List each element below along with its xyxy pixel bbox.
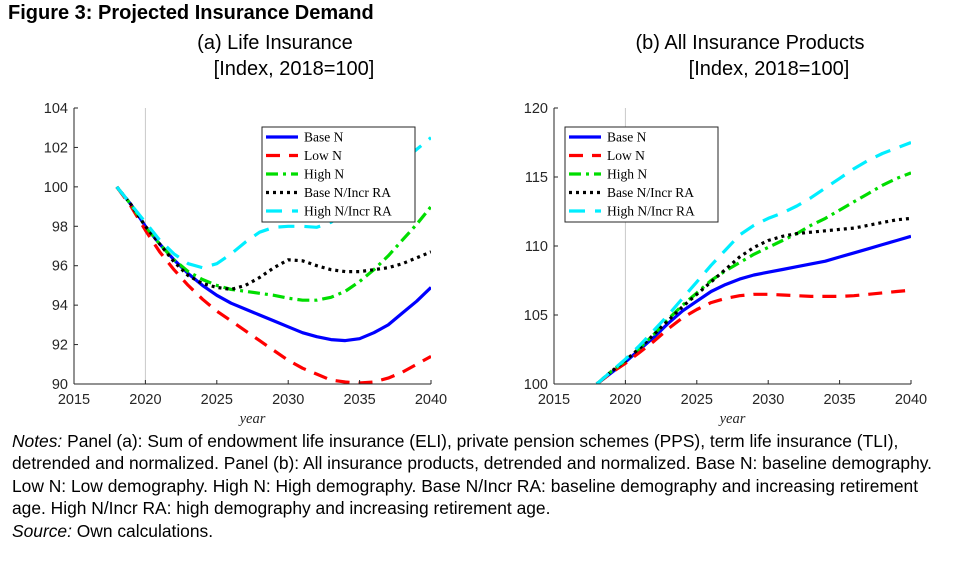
panel-a-legend-label-3: Base N/Incr RA <box>304 185 391 200</box>
panel-b-legend-label-3: Base N/Incr RA <box>607 185 694 200</box>
panel-a-x-tick-label: 2025 <box>201 392 233 408</box>
panel-b-series-line-2 <box>595 171 911 384</box>
panel-b-series-line-4 <box>595 141 911 384</box>
panel-b-y-tick-label: 115 <box>525 170 548 186</box>
panel-a-y-tick-label: 92 <box>52 338 68 354</box>
panel-a-y-tick-label: 94 <box>52 298 68 314</box>
panel-a-legend-label-1: Low N <box>304 148 342 163</box>
panel-b-legend-label-0: Base N <box>607 130 647 145</box>
panel-a-x-axis-label: year <box>238 411 266 427</box>
source-label: Source: <box>12 520 72 541</box>
panel-b-subtitle: (b) All Insurance Products [Index, 2018=… <box>570 30 930 82</box>
panel-a-y-tick-label: 104 <box>44 101 68 117</box>
panel-b-y-tick-label: 120 <box>524 101 548 117</box>
panel-b-y-tick-label: 100 <box>524 377 548 393</box>
panel-b-title: (b) All Insurance Products <box>635 32 865 54</box>
panel-a-x-tick-label: 2030 <box>272 392 304 408</box>
panel-b-y-tick-label: 110 <box>525 239 548 255</box>
panel-a-x-tick-label: 2020 <box>129 392 161 408</box>
panel-a-legend-label-0: Base N <box>304 130 344 145</box>
panel-a-y-tick-label: 90 <box>52 377 68 393</box>
panel-b-unit: [Index, 2018=100] <box>688 58 850 80</box>
panel-b-x-tick-label: 2040 <box>895 392 927 408</box>
charts-canvas: 2015 2020 2025 2030 2035 2040 90 92 94 96 98 100 102… <box>44 101 927 427</box>
notes-label: Notes: <box>12 431 63 451</box>
panel-a-legend-label-4: High N/Incr RA <box>304 204 392 219</box>
panel-a-title: (a) Life Insurance <box>197 32 353 54</box>
figure-title: Figure 3: Projected Insurance Demand <box>8 2 374 24</box>
panel-b-series-line-0 <box>595 234 911 384</box>
source-text: Own calculations. <box>71 520 214 541</box>
panel-a-y-tick-label: 102 <box>44 140 68 156</box>
panel-b-legend-label-2: High N <box>607 167 647 182</box>
panel-a-unit: [Index, 2018=100] <box>213 58 375 80</box>
panel-b-x-tick-label: 2030 <box>752 392 784 408</box>
panel-b-legend-label-4: High N/Incr RA <box>607 204 695 219</box>
panel-b-x-axis-label: year <box>718 411 746 427</box>
panel-a-y-tick-label: 96 <box>52 259 68 275</box>
panel-a-legend <box>261 126 416 223</box>
panel-b-series-line-1 <box>595 288 911 384</box>
panel-a-x-tick-label: 2015 <box>58 392 90 408</box>
panel-b-legend-label-1: Low N <box>607 148 645 163</box>
panel-a-subtitle: (a) Life Insurance [Index, 2018=100] <box>110 30 440 82</box>
panel-b-x-tick-label: 2020 <box>609 392 641 408</box>
panel-a-series-line-1 <box>115 185 431 384</box>
panel-b-x-tick-label: 2035 <box>823 392 855 408</box>
panel-b-legend <box>564 126 719 223</box>
panel-a-series-line-3 <box>115 185 431 291</box>
panel-a-y-tick-label: 100 <box>44 180 68 196</box>
panel-a-y-tick-label: 98 <box>52 219 68 235</box>
panel-a-x-tick-label: 2035 <box>343 392 375 408</box>
panel-a-legend-label-2: High N <box>304 167 344 182</box>
panel-b-x-tick-label: 2015 <box>538 392 570 408</box>
panel-b-series-line-3 <box>595 216 911 384</box>
panel-b-x-tick-label: 2025 <box>681 392 713 408</box>
panel-a-x-tick-label: 2040 <box>415 392 447 408</box>
notes-text: Panel (a): Sum of endowment life insuran… <box>12 431 933 519</box>
panel-b-y-tick-label: 105 <box>524 308 548 324</box>
notes-block: Notes: Panel (a): Sum of endowment life … <box>12 430 948 542</box>
